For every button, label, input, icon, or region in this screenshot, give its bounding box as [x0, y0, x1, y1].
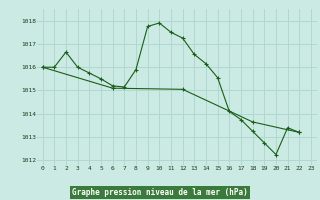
Text: Graphe pression niveau de la mer (hPa): Graphe pression niveau de la mer (hPa): [72, 188, 248, 197]
